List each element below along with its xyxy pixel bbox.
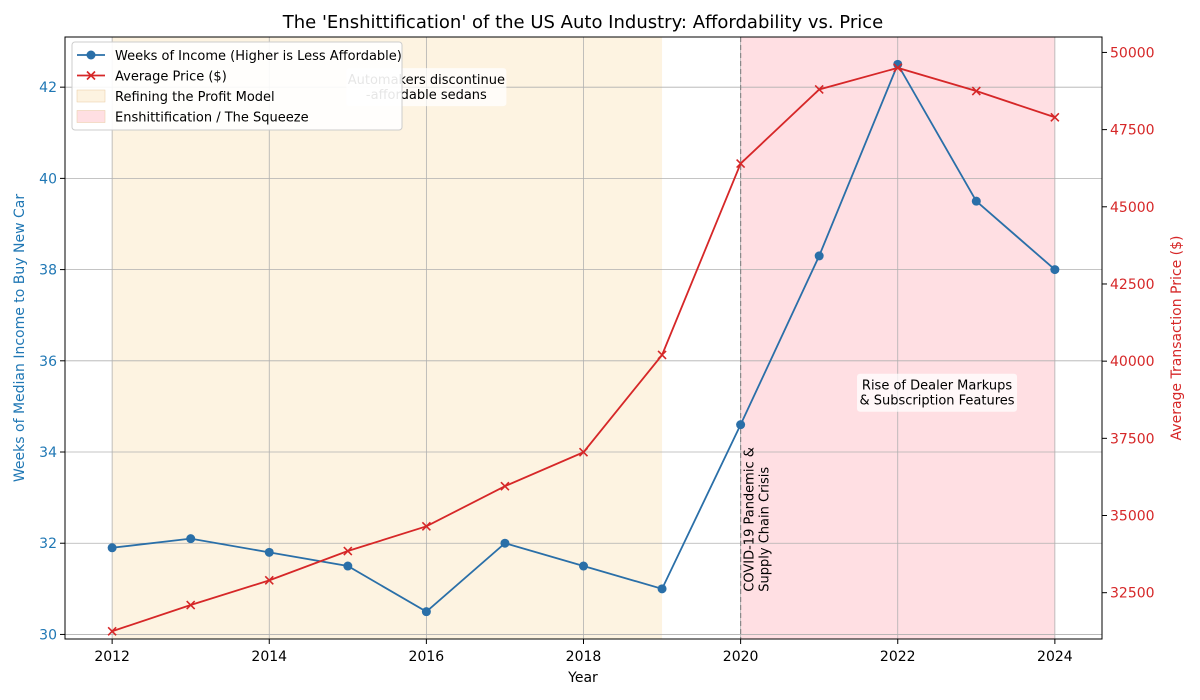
series-0-point-2020 (736, 420, 746, 430)
grid-layer (65, 37, 1102, 639)
legend-swatch-2 (76, 89, 106, 103)
series-1-point-2019 (657, 350, 667, 360)
axes-layer: 2012 2014 2016 2018 2020 2022 2024 30 32 34 36 38 40… (39, 36, 1155, 665)
series-0-point-2021 (814, 251, 824, 261)
y-left-tick-label-30: 30 (39, 627, 57, 643)
annotation-1-line-1: & Subscription Features (859, 394, 1014, 409)
series-0-point-2015 (343, 561, 353, 571)
y-left-tick-label-40: 40 (39, 171, 57, 187)
series-layer (107, 59, 1060, 636)
x-tick-label-2018: 2018 (566, 649, 602, 665)
y-right-tick-label-47500: 47500 (1110, 123, 1155, 139)
y-left-tick-label-36: 36 (39, 354, 57, 370)
y-right-tick-label-50000: 50000 (1110, 45, 1155, 61)
series-1-point-2012 (107, 626, 117, 636)
y-right-tick-label-35000: 35000 (1110, 509, 1155, 525)
legend-marker-0 (86, 50, 96, 60)
legend-marker-1 (86, 70, 96, 81)
y-right-tick-label-45000: 45000 (1110, 200, 1155, 216)
series-0-point-2023 (971, 196, 981, 206)
x-tick-label-2024: 2024 (1037, 649, 1073, 665)
series-0-point-2016 (421, 607, 431, 617)
series-1-point-2020 (736, 159, 746, 169)
legend-label-3: Enshittification / The Squeeze (115, 111, 309, 126)
y-axis-left-title: Weeks of Median Income to Buy New Car (12, 194, 28, 482)
legend-label-2: Refining the Profit Model (115, 90, 275, 105)
annotation-2-line-0: COVID-19 Pandemic & (742, 447, 757, 592)
y-right-tick-label-40000: 40000 (1110, 354, 1155, 370)
annotation-2-line-1: Supply Chain Crisis (757, 467, 772, 592)
x-tick-label-2014: 2014 (251, 649, 287, 665)
series-1-point-2023 (971, 86, 981, 96)
series-0-point-2014 (264, 547, 274, 557)
x-tick-label-2016: 2016 (409, 649, 445, 665)
x-axis-title: Year (567, 670, 598, 686)
series-0-point-2012 (107, 543, 117, 553)
series-1-point-2024 (1050, 112, 1060, 122)
series-0-point-2018 (579, 561, 588, 571)
series-1-point-2017 (500, 481, 510, 491)
legend: Weeks of Income (Higher is Less Affordab… (71, 41, 403, 131)
x-tick-label-2022: 2022 (880, 649, 916, 665)
y-right-tick-label-42500: 42500 (1110, 277, 1155, 293)
series-0-point-2017 (500, 538, 510, 548)
x-tick-label-2020: 2020 (723, 649, 759, 665)
legend-label-1: Average Price ($) (115, 70, 227, 85)
series-1-point-2014 (264, 575, 274, 585)
y-left-tick-label-32: 32 (39, 536, 57, 552)
legend-box (71, 41, 403, 131)
chart-title: The 'Enshittification' of the US Auto In… (282, 12, 883, 33)
series-0-point-2019 (657, 584, 667, 594)
y-left-tick-label-38: 38 (39, 263, 57, 279)
series-1-point-2018 (578, 447, 589, 457)
y-right-tick-label-37500: 37500 (1110, 431, 1155, 447)
annotation-2: COVID-19 Pandemic &Supply Chain Crisis (742, 447, 772, 592)
y-axis-right-title: Average Transaction Price ($) (1169, 236, 1185, 441)
legend-label-0: Weeks of Income (Higher is Less Affordab… (115, 49, 402, 64)
series-1-point-2022 (893, 63, 903, 73)
y-left-tick-label-34: 34 (39, 445, 57, 461)
annotation-1: Rise of Dealer Markups & Subscription Fea… (859, 379, 1014, 409)
series-0-point-2024 (1050, 265, 1060, 275)
annotation-1-box (857, 373, 1018, 412)
x-tick-label-2012: 2012 (94, 649, 130, 665)
annotation-1-line-0: Rise of Dealer Markups (862, 379, 1012, 394)
legend-swatch-3 (76, 110, 106, 123)
series-1-point-2021 (814, 84, 824, 95)
y-right-tick-label-32500: 32500 (1110, 586, 1155, 602)
series-0-point-2013 (186, 534, 196, 544)
series-1-point-2016 (421, 521, 431, 531)
series-1-point-2013 (186, 600, 196, 610)
y-left-tick-label-42: 42 (39, 80, 57, 96)
series-1-point-2015 (343, 546, 353, 556)
